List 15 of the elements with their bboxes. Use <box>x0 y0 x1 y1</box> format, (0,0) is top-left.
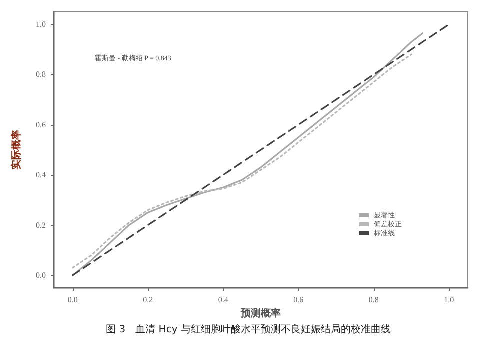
x-tick-label: 1.0 <box>444 296 454 304</box>
y-tick-label: 0.6 <box>36 120 46 130</box>
x-axis-title: 预测概率 <box>240 307 281 320</box>
y-axis-title: 实际概率 <box>10 130 22 170</box>
x-tick-label: 0.6 <box>294 296 304 304</box>
x-tick-label: 0.2 <box>143 296 154 304</box>
y-tick-label: 1.0 <box>36 20 46 30</box>
x-tick-label: 0.4 <box>218 296 228 304</box>
y-tick-label: 0.8 <box>36 70 46 80</box>
y-tick-label: 0.0 <box>36 270 46 280</box>
x-tick-label: 0.8 <box>368 296 379 304</box>
y-tick-label: 0.2 <box>36 220 46 230</box>
x-tick-label: 0.0 <box>68 296 78 304</box>
y-tick-label: 0.4 <box>36 170 46 180</box>
text: 图 3 血清 Hcy 与红细胞叶酸水平预测不良妊娠结局的校准曲线 <box>106 324 391 336</box>
